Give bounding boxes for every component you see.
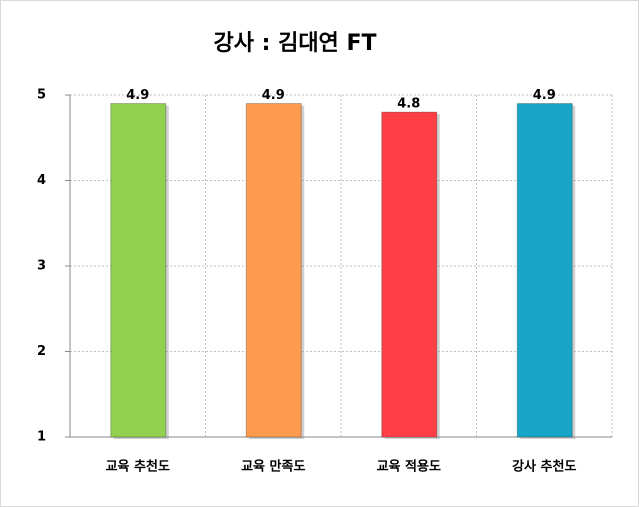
x-tick-label: 교육 만족도 xyxy=(241,459,305,475)
y-tick-label: 3 xyxy=(37,259,46,274)
x-tick-label: 교육 추천도 xyxy=(106,459,170,475)
y-tick-label: 5 xyxy=(37,88,46,103)
y-tick-label: 1 xyxy=(37,430,46,445)
x-tick-label: 교육 적용도 xyxy=(377,459,441,475)
bar xyxy=(110,103,167,438)
y-tick-label: 4 xyxy=(37,173,46,188)
bar xyxy=(245,103,302,438)
x-tick-label: 강사 추천도 xyxy=(512,459,576,475)
bar xyxy=(381,111,438,438)
chart-title: 강사 : 김대연 FT xyxy=(213,31,376,56)
value-label: 4.9 xyxy=(262,88,285,103)
bar xyxy=(516,103,573,438)
y-tick-label: 2 xyxy=(37,344,46,359)
value-label: 4.8 xyxy=(397,97,420,112)
value-label: 4.9 xyxy=(126,88,149,103)
value-label: 4.9 xyxy=(533,88,556,103)
